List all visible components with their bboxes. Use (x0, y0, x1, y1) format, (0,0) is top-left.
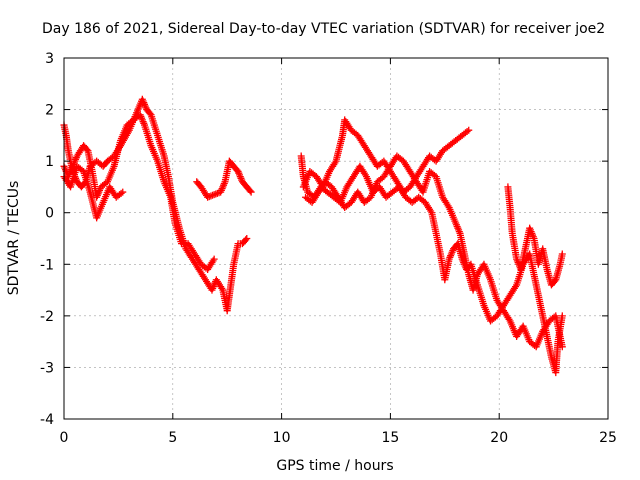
y-tick-label: -2 (40, 309, 54, 325)
x-tick-label: 0 (60, 430, 69, 446)
chart-title: Day 186 of 2021, Sidereal Day-to-day VTE… (42, 21, 605, 37)
series-trace-d (193, 157, 255, 201)
data-point-marker (558, 343, 566, 351)
data-point-marker (119, 188, 127, 196)
x-tick-label: 5 (168, 430, 177, 446)
y-tick-label: 3 (45, 51, 54, 67)
x-tick-label: 20 (490, 430, 508, 446)
axis-ticks: 0 5 10 15 20 25 -4 -3 -2 -1 0 1 2 3 (40, 51, 617, 446)
y-tick-label: -4 (40, 412, 54, 428)
plot-frame (63, 57, 609, 420)
data-point-marker (243, 235, 251, 242)
data-point-marker (83, 146, 91, 154)
series-trace-c (60, 162, 127, 222)
series-trace-h (504, 183, 566, 289)
data-point-marker (558, 312, 566, 320)
y-tick-label: 2 (45, 103, 54, 119)
data-point-marker (242, 236, 250, 244)
series-trace-g (302, 152, 566, 351)
data-point-marker (558, 250, 566, 258)
data-point-marker (246, 187, 254, 195)
data-point-marker (465, 126, 473, 134)
y-tick-label: 1 (45, 154, 54, 170)
y-tick-label: -3 (40, 360, 54, 376)
data-point-marker (463, 127, 471, 135)
data-series (60, 95, 566, 377)
data-point-marker (210, 255, 218, 263)
x-tick-label: 10 (273, 430, 291, 446)
data-point-marker (551, 277, 559, 285)
data-point-marker (117, 189, 125, 197)
series-trace-b (60, 111, 218, 273)
gridlines (64, 58, 608, 419)
x-axis-label: GPS time / hours (276, 458, 393, 474)
x-tick-label: 15 (381, 430, 399, 446)
data-point-marker (247, 188, 255, 196)
y-tick-label: -1 (40, 257, 54, 273)
y-axis-label: SDTVAR / TECUs (6, 181, 22, 296)
x-tick-label: 25 (599, 430, 617, 446)
y-tick-label: 0 (45, 206, 54, 222)
